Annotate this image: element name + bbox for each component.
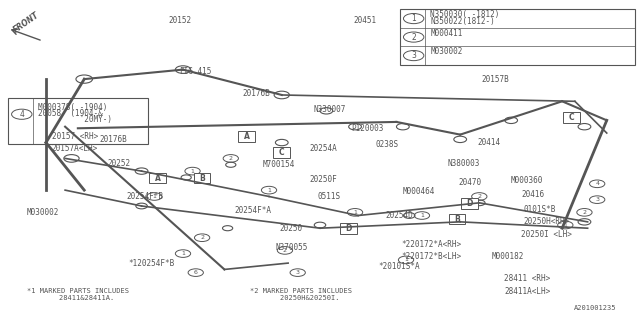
Text: 1: 1 — [191, 169, 195, 174]
Text: 20152: 20152 — [168, 16, 191, 25]
Text: N370055: N370055 — [275, 243, 307, 252]
Text: M000411: M000411 — [430, 29, 463, 38]
Text: M030002: M030002 — [430, 47, 463, 56]
Text: 20250: 20250 — [280, 224, 303, 233]
Text: 1: 1 — [152, 194, 156, 199]
FancyBboxPatch shape — [461, 198, 478, 209]
Text: N350022(1812-): N350022(1812-) — [430, 17, 495, 26]
Text: M700154: M700154 — [262, 160, 295, 169]
Text: 0511S: 0511S — [318, 192, 341, 201]
Text: N350030( -1812): N350030( -1812) — [430, 10, 500, 19]
Text: '20MY-): '20MY-) — [38, 116, 113, 124]
Text: 1: 1 — [267, 188, 271, 193]
Text: 1: 1 — [412, 14, 416, 23]
Text: FRONT: FRONT — [12, 11, 42, 35]
Text: A: A — [244, 132, 250, 141]
Text: 28411A<LH>: 28411A<LH> — [504, 287, 550, 296]
FancyBboxPatch shape — [239, 132, 255, 142]
Text: *20101S*A: *20101S*A — [379, 262, 420, 271]
Text: 3: 3 — [595, 197, 599, 202]
Text: C: C — [569, 113, 575, 122]
Text: D: D — [346, 224, 352, 233]
Text: A: A — [155, 173, 161, 183]
Text: 2: 2 — [283, 248, 287, 253]
Text: *220172*A<RH>: *220172*A<RH> — [401, 240, 461, 249]
Text: 20252: 20252 — [108, 159, 131, 168]
Text: 3: 3 — [412, 51, 416, 60]
Text: *2 MARKED PARTS INCLUDES
    20250H&20250I.: *2 MARKED PARTS INCLUDES 20250H&20250I. — [250, 288, 352, 301]
Text: 3: 3 — [296, 270, 300, 275]
Text: 28411 <RH>: 28411 <RH> — [504, 275, 550, 284]
Text: *120254F*B: *120254F*B — [128, 259, 174, 268]
Text: 20254F*A: 20254F*A — [235, 206, 271, 215]
FancyBboxPatch shape — [194, 173, 211, 183]
FancyBboxPatch shape — [563, 112, 580, 123]
Text: 20176B: 20176B — [99, 135, 127, 144]
Text: B: B — [454, 215, 460, 224]
Text: 20157 <RH>: 20157 <RH> — [52, 132, 98, 141]
Text: 20451: 20451 — [353, 16, 376, 25]
Text: M000378( -1904): M000378( -1904) — [38, 103, 108, 112]
Text: 20416: 20416 — [522, 190, 545, 199]
Text: 1: 1 — [420, 213, 424, 218]
Text: 20254D: 20254D — [386, 211, 413, 220]
Text: 2: 2 — [228, 156, 233, 161]
Text: 20157A<LH>: 20157A<LH> — [52, 144, 98, 153]
Text: 2: 2 — [412, 33, 416, 42]
Text: 20176B: 20176B — [243, 89, 270, 98]
Text: 2: 2 — [200, 235, 204, 240]
Text: 2: 2 — [582, 210, 586, 215]
Text: P120003: P120003 — [351, 124, 384, 133]
Text: 20250H<RH>: 20250H<RH> — [523, 217, 570, 226]
Text: 20254F*B: 20254F*B — [126, 192, 163, 201]
Text: C: C — [279, 148, 285, 157]
Text: M000182: M000182 — [492, 252, 524, 261]
FancyBboxPatch shape — [149, 173, 166, 183]
FancyBboxPatch shape — [273, 147, 290, 158]
Text: FIG.415: FIG.415 — [180, 67, 212, 76]
Text: A201001235: A201001235 — [574, 305, 616, 311]
Text: 0238S: 0238S — [375, 140, 399, 148]
Text: M030002: M030002 — [27, 208, 59, 217]
FancyBboxPatch shape — [399, 9, 636, 65]
FancyBboxPatch shape — [8, 98, 148, 144]
Text: 1: 1 — [563, 222, 567, 228]
FancyBboxPatch shape — [340, 223, 357, 234]
Text: 1: 1 — [181, 251, 185, 256]
Text: N330007: N330007 — [314, 105, 346, 114]
Text: 20058  (1904-&: 20058 (1904-& — [38, 109, 103, 118]
Text: N380003: N380003 — [447, 159, 479, 168]
Text: *220172*B<LH>: *220172*B<LH> — [401, 252, 461, 261]
Text: 20250F: 20250F — [309, 174, 337, 184]
Text: 2: 2 — [477, 194, 481, 199]
Text: 20157B: 20157B — [481, 75, 509, 84]
Text: 0101S*B: 0101S*B — [524, 205, 556, 214]
Text: 20250I <LH>: 20250I <LH> — [521, 230, 572, 239]
Text: 1: 1 — [404, 257, 408, 262]
Text: M000464: M000464 — [403, 187, 435, 196]
Text: M000360: M000360 — [511, 176, 543, 185]
Text: 4: 4 — [595, 181, 599, 186]
Text: 4: 4 — [19, 110, 24, 119]
Text: 20254A: 20254A — [309, 144, 337, 153]
Text: B: B — [199, 173, 205, 183]
Text: 20414: 20414 — [477, 138, 500, 147]
Text: D: D — [467, 199, 473, 208]
FancyBboxPatch shape — [449, 214, 465, 224]
Text: 6: 6 — [194, 270, 198, 275]
Text: *1 MARKED PARTS INCLUDES
    28411&28411A.: *1 MARKED PARTS INCLUDES 28411&28411A. — [27, 288, 129, 301]
Text: 20470: 20470 — [458, 178, 481, 187]
Text: 1: 1 — [353, 210, 357, 215]
